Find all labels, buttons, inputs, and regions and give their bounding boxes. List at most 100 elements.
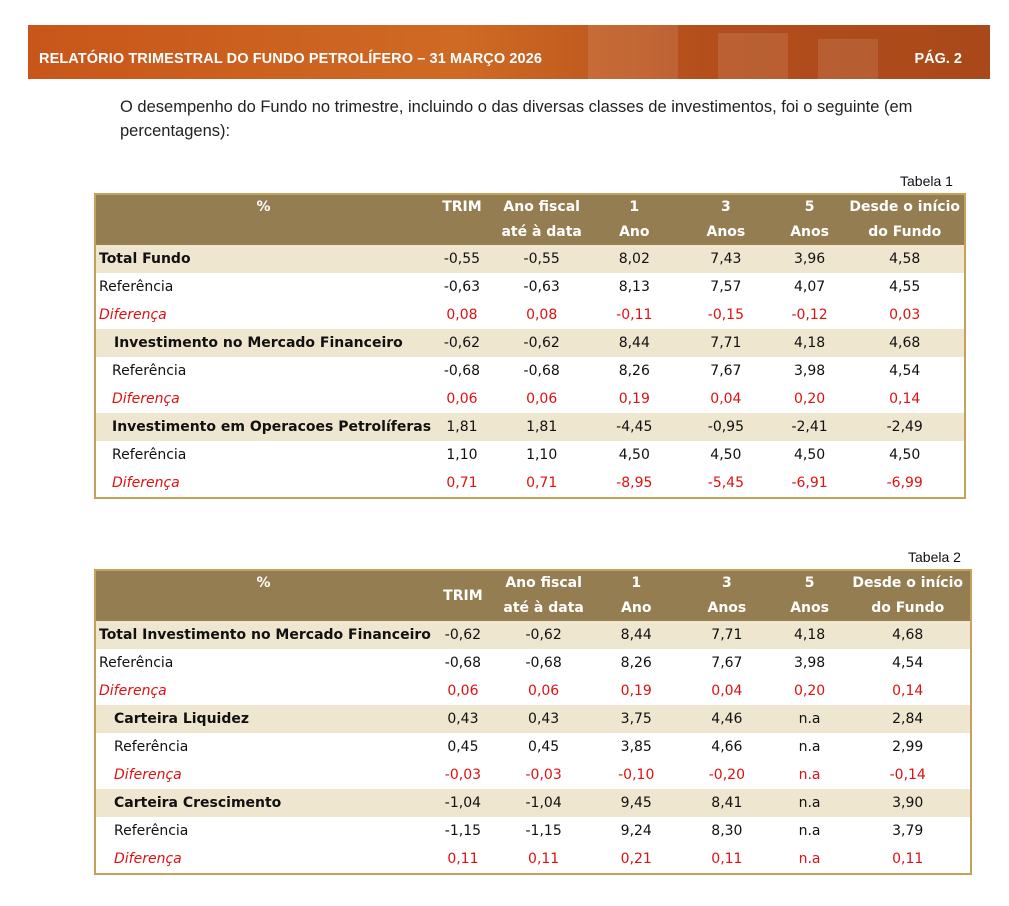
cell-1y: -0,11 xyxy=(616,307,653,323)
table-row-difference: Diferença -0,03 -0,03 -0,10 -0,20 n.a -0… xyxy=(95,761,971,789)
cell-5y: 0,20 xyxy=(793,683,826,699)
cell-ytd: -0,62 xyxy=(492,329,591,357)
report-header-banner: RELATÓRIO TRIMESTRAL DO FUNDO PETROLÍFER… xyxy=(28,25,990,79)
header-3y: 3 xyxy=(680,570,774,596)
cell-3y: 8,41 xyxy=(680,789,774,817)
cell-5y: 3,98 xyxy=(793,363,826,379)
row-label: Referência xyxy=(99,655,174,671)
cell-inception: 4,68 xyxy=(845,621,971,649)
cell-ytd: -0,03 xyxy=(525,767,562,783)
row-label: Diferença xyxy=(99,683,167,699)
header-1y-2: Ano xyxy=(592,596,681,621)
cell-3y: 7,43 xyxy=(678,245,774,273)
table-row-reference: Referência -1,15 -1,15 9,24 8,30 n.a 3,7… xyxy=(95,817,971,845)
row-label: Investimento em Operacoes Petrolíferas xyxy=(95,413,432,441)
cell-3y: 7,67 xyxy=(711,655,743,671)
cell-inception: 4,54 xyxy=(892,655,924,671)
cell-1y: 8,02 xyxy=(590,245,679,273)
cell-inception: -0,14 xyxy=(889,767,926,783)
cell-5y: 4,18 xyxy=(773,329,846,357)
table2-header-row: % TRIM Ano fiscal 1 3 5 Desde o início xyxy=(95,570,971,621)
cell-ytd: -0,68 xyxy=(523,363,560,379)
table-row-total-financial-market: Total Investimento no Mercado Financeiro… xyxy=(95,621,971,649)
header-ytd: Ano fiscal xyxy=(494,570,593,596)
cell-trim: 0,11 xyxy=(447,851,479,867)
cell-5y: n.a xyxy=(798,767,821,783)
cell-5y: n.a xyxy=(798,851,821,867)
cell-3y: 7,67 xyxy=(710,363,742,379)
header-ytd: Ano fiscal xyxy=(492,194,591,220)
cell-3y: -0,95 xyxy=(678,413,774,441)
cell-1y: 3,85 xyxy=(620,739,652,755)
cell-ytd: -0,62 xyxy=(494,621,593,649)
header-3y: 3 xyxy=(678,194,774,220)
cell-5y: -0,12 xyxy=(791,307,828,323)
cell-inception: 3,90 xyxy=(845,789,971,817)
row-label: Diferença xyxy=(99,307,167,323)
intro-paragraph: O desempenho do Fundo no trimestre, incl… xyxy=(120,98,913,140)
cell-ytd: 0,06 xyxy=(528,683,560,699)
row-label: Diferença xyxy=(114,851,182,867)
cell-trim: -1,04 xyxy=(430,789,495,817)
table1-header-row: até à data Ano Anos Anos do Fundo xyxy=(95,220,965,245)
table2-performance: % TRIM Ano fiscal 1 3 5 Desde o início a… xyxy=(94,569,972,875)
header-inception-2: do Fundo xyxy=(845,596,971,621)
cell-ytd: -1,15 xyxy=(525,823,562,839)
cell-trim: -1,15 xyxy=(444,823,482,839)
cell-3y: 0,11 xyxy=(711,851,743,867)
cell-1y: -4,45 xyxy=(590,413,679,441)
table-row-growth-portfolio: Carteira Crescimento -1,04 -1,04 9,45 8,… xyxy=(95,789,971,817)
cell-3y: 8,30 xyxy=(711,823,743,839)
row-label: Total Fundo xyxy=(95,245,432,273)
cell-3y: -5,45 xyxy=(707,475,744,491)
header-3y-2: Anos xyxy=(678,220,774,245)
cell-3y: 7,71 xyxy=(680,621,774,649)
header-ytd-2: até à data xyxy=(494,596,593,621)
cell-trim: -0,62 xyxy=(430,621,495,649)
banner-decoration xyxy=(718,33,788,79)
table1-caption: Tabela 1 xyxy=(900,173,953,189)
table-row-reference: Referência -0,68 -0,68 8,26 7,67 3,98 4,… xyxy=(95,357,965,385)
cell-3y: 4,46 xyxy=(680,705,774,733)
cell-3y: 0,04 xyxy=(711,683,743,699)
header-percent: % xyxy=(95,570,431,596)
cell-inception: 2,99 xyxy=(892,739,924,755)
cell-trim: 0,71 xyxy=(446,475,478,491)
table-row-difference: Diferença 0,08 0,08 -0,11 -0,15 -0,12 0,… xyxy=(95,301,965,329)
cell-1y: -0,10 xyxy=(618,767,655,783)
cell-5y: n.a xyxy=(798,823,821,839)
cell-inception: 0,11 xyxy=(892,851,924,867)
cell-5y: 3,96 xyxy=(773,245,846,273)
table-row-reference: Referência 1,10 1,10 4,50 4,50 4,50 4,50 xyxy=(95,441,965,469)
cell-trim: 1,10 xyxy=(446,447,478,463)
table2-caption: Tabela 2 xyxy=(908,549,961,565)
header-percent: % xyxy=(95,194,432,220)
row-label: Investimento no Mercado Financeiro xyxy=(95,329,432,357)
cell-inception: 0,03 xyxy=(889,307,921,323)
page-number: PÁG. 2 xyxy=(914,51,962,67)
row-label: Referência xyxy=(112,363,187,379)
cell-trim: 0,43 xyxy=(430,705,495,733)
header-5y: 5 xyxy=(773,570,846,596)
cell-trim: 1,81 xyxy=(431,413,493,441)
cell-1y: 9,24 xyxy=(620,823,652,839)
cell-3y: 7,71 xyxy=(678,329,774,357)
header-3y-2: Anos xyxy=(680,596,774,621)
row-label: Referência xyxy=(112,447,187,463)
cell-ytd: -0,63 xyxy=(523,279,560,295)
cell-3y: -0,15 xyxy=(707,307,744,323)
cell-trim: 0,06 xyxy=(446,391,478,407)
cell-inception: 3,79 xyxy=(892,823,924,839)
cell-5y: -2,41 xyxy=(773,413,846,441)
cell-ytd: 0,11 xyxy=(528,851,560,867)
cell-trim: 0,06 xyxy=(447,683,479,699)
cell-1y: -8,95 xyxy=(616,475,653,491)
row-label: Referência xyxy=(114,739,189,755)
header-5y: 5 xyxy=(773,194,846,220)
cell-1y: 9,45 xyxy=(592,789,681,817)
table-row-difference: Diferença 0,06 0,06 0,19 0,04 0,20 0,14 xyxy=(95,385,965,413)
banner-decoration xyxy=(588,25,678,79)
cell-ytd: 0,06 xyxy=(526,391,558,407)
cell-5y: n.a xyxy=(773,705,846,733)
header-ytd-2: até à data xyxy=(492,220,591,245)
